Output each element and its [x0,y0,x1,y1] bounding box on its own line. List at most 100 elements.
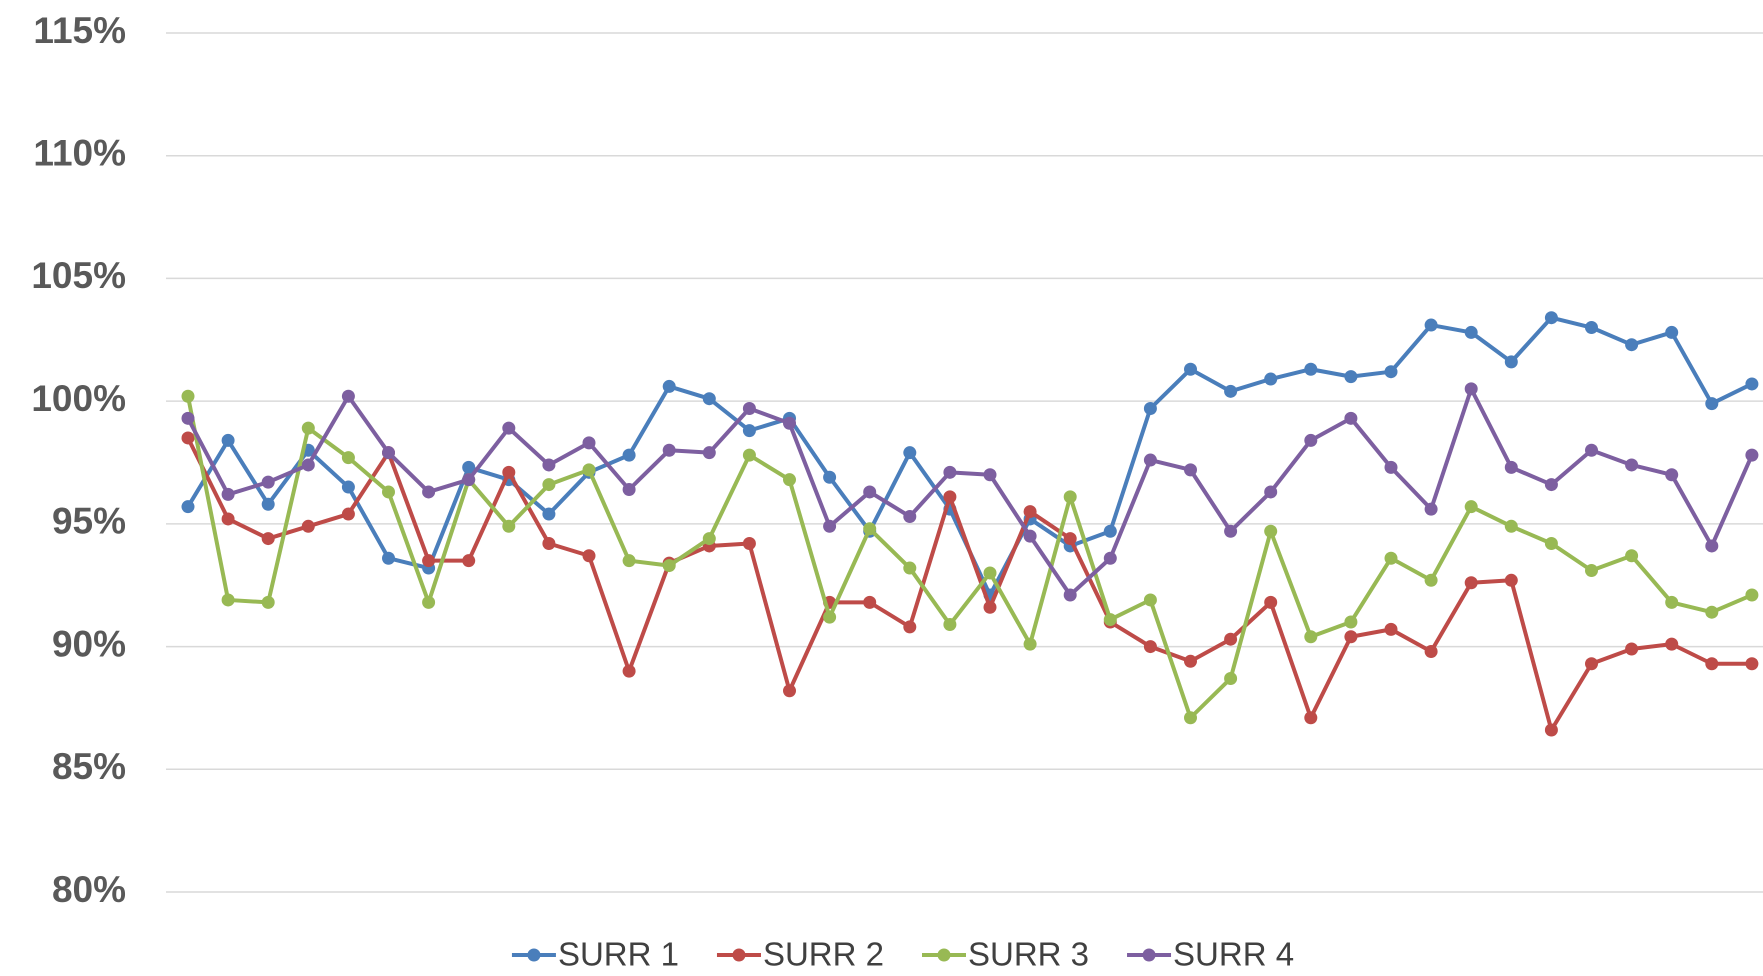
data-point [783,684,796,698]
data-point [1143,453,1157,467]
series-line [186,437,1752,733]
data-point [622,554,636,568]
data-point [983,600,997,614]
data-point [702,532,716,546]
data-point [221,512,235,526]
data-point [422,485,436,499]
data-point [542,507,556,521]
data-point [1665,468,1679,482]
data-point [1544,478,1558,492]
data-point [1464,382,1478,396]
data-point [622,482,636,496]
data-point [1224,524,1238,538]
data-point [462,473,476,487]
data-point [1023,529,1037,543]
data-point [1023,637,1037,651]
y-tick-label: 85% [52,746,126,787]
series-line [186,386,1754,598]
legend-item: SURR 2 [716,936,884,973]
data-point [1304,362,1318,376]
y-tick-label: 90% [52,623,126,664]
y-tick-label: 80% [52,869,126,910]
data-point [341,389,355,403]
data-point [1745,588,1759,602]
data-point [1585,443,1598,457]
data-point [301,519,315,533]
data-point [823,519,837,533]
data-point [742,424,756,438]
data-point [742,402,756,416]
data-point [1384,551,1398,565]
data-point [542,536,556,550]
data-point [1424,573,1438,587]
data-point [1625,549,1639,563]
data-point [1585,657,1598,671]
data-point [261,475,275,489]
data-point [1304,711,1318,725]
data-point [622,448,636,462]
data-point [1384,622,1398,636]
data-point [1063,490,1077,504]
data-point [1424,502,1438,516]
data-point [1544,723,1558,737]
data-point [1585,563,1598,577]
data-point [341,507,355,521]
data-point [181,389,195,403]
data-point [422,595,436,609]
data-point [863,485,877,499]
data-point [1424,644,1438,658]
data-point [1264,595,1278,609]
data-point [221,593,235,607]
legend-label: SURR 4 [1173,936,1294,973]
data-point [662,559,676,573]
data-point [462,554,476,568]
data-point [622,664,636,678]
legend-marker [732,948,746,962]
data-point [742,448,756,462]
data-point [1464,576,1478,590]
data-point [863,595,877,609]
data-point [181,431,195,445]
data-point [1184,463,1197,477]
data-point [542,458,556,472]
data-point [582,436,596,450]
data-point [662,379,676,393]
data-point [502,519,516,533]
data-point [542,478,556,492]
data-point [301,458,315,472]
data-point [1464,500,1478,514]
data-point [1224,384,1238,398]
data-point [702,392,716,406]
data-point [1504,573,1518,587]
data-point [1544,311,1558,325]
data-point [662,443,676,457]
data-point [1184,654,1197,668]
data-point [1063,588,1077,602]
legend-label: SURR 1 [558,936,679,973]
data-point [1585,321,1598,335]
data-point [943,617,957,631]
data-point [1143,593,1157,607]
legend-item: SURR 3 [922,936,1089,973]
data-point [1544,536,1558,550]
data-point [1264,485,1278,499]
data-point [1705,397,1719,411]
data-point [1103,524,1117,538]
data-point [783,473,796,487]
data-point [1063,532,1077,546]
data-point [903,446,917,460]
data-point [1224,632,1238,646]
data-point [742,536,756,550]
data-point [783,416,796,430]
data-point [1665,325,1679,339]
legend-marker [937,948,951,962]
data-point [462,460,476,474]
data-point [341,480,355,494]
data-point [382,551,395,565]
data-point [1745,448,1759,462]
data-point [1384,365,1398,379]
data-point [502,421,516,435]
data-point [983,566,997,580]
data-point [261,532,275,546]
